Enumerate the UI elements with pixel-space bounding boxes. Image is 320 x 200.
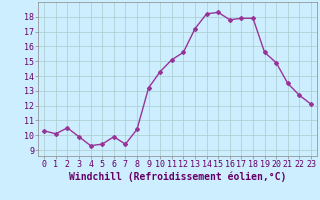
X-axis label: Windchill (Refroidissement éolien,°C): Windchill (Refroidissement éolien,°C) bbox=[69, 172, 286, 182]
